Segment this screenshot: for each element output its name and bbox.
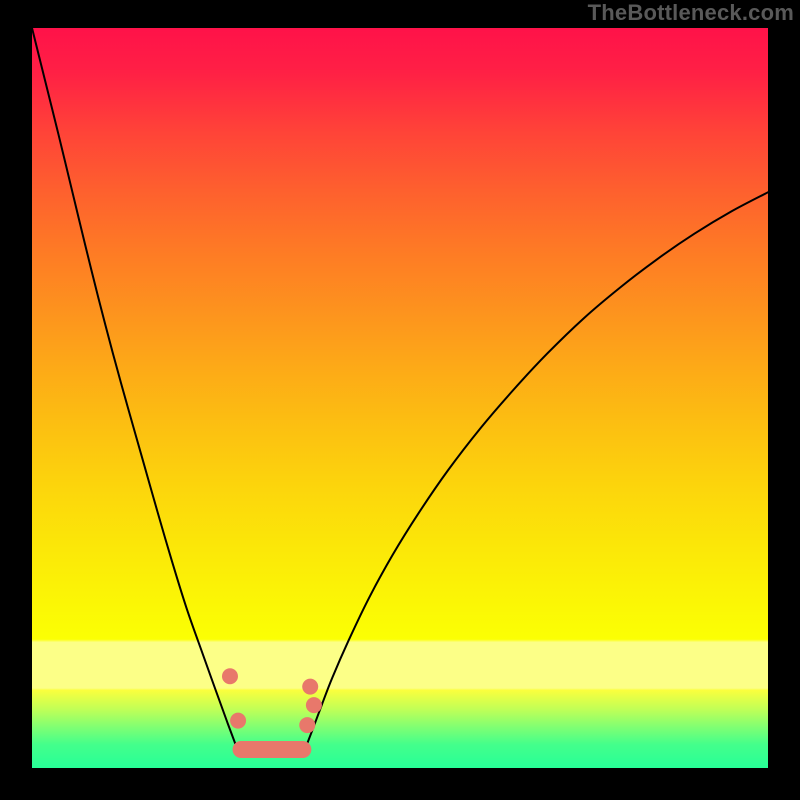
plot-area xyxy=(32,28,768,768)
marker-dot xyxy=(306,697,322,713)
marker-dot xyxy=(302,679,318,695)
chart-frame: TheBottleneck.com xyxy=(0,0,800,800)
gradient-background xyxy=(32,28,768,768)
marker-dot xyxy=(299,717,315,733)
marker-dot xyxy=(230,713,246,729)
marker-dot xyxy=(222,668,238,684)
watermark-text: TheBottleneck.com xyxy=(588,0,794,26)
bottleneck-curve-svg xyxy=(32,28,768,768)
